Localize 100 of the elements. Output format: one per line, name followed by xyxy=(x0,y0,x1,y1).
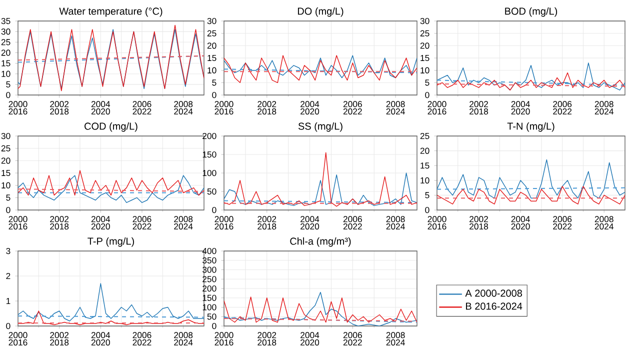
x2-tick-label: 2018 xyxy=(470,223,488,230)
x2-tick-label: 2018 xyxy=(470,108,488,115)
x2-tick-label: 2018 xyxy=(50,339,69,346)
x-tick-label: 2006 xyxy=(132,101,152,108)
x-tick-label: 2002 xyxy=(258,332,276,338)
y-tick-label: 25 xyxy=(420,30,430,36)
y-tick-label: 15 xyxy=(2,170,10,176)
x2-tick-label: 2020 xyxy=(91,339,110,346)
y-tick-label: 20 xyxy=(420,42,430,49)
y-tick-label: 25 xyxy=(420,132,430,140)
y-tick-label: 250 xyxy=(202,276,216,282)
x2-tick-label: 2020 xyxy=(300,339,320,346)
x-tick-label: 2004 xyxy=(91,332,110,338)
chart-title: T-P (mg/L) xyxy=(88,237,134,247)
x-tick-label: 2000 xyxy=(214,216,234,222)
y-tick-label: 3 xyxy=(6,248,10,254)
y-tick-label: 25 xyxy=(1,145,10,152)
y-tick-label: 2 xyxy=(6,272,10,280)
y-tick-label: 150 xyxy=(202,151,216,158)
x2-tick-label: 2018 xyxy=(258,339,276,346)
y-tick-label: 5 xyxy=(425,80,430,86)
x2-tick-label: 2020 xyxy=(91,223,110,230)
y-tick-label: 5 xyxy=(212,80,216,86)
x-tick-label: 2004 xyxy=(300,332,320,338)
x2-tick-label: 2022 xyxy=(343,223,362,230)
y-tick-label: 25 xyxy=(1,39,10,46)
y-tick-label: 15 xyxy=(208,54,216,62)
y-tick-label: 1 xyxy=(6,298,10,304)
x-tick-label: 2008 xyxy=(594,101,614,108)
legend-label: B 2016-2024 xyxy=(466,302,522,310)
y-tick-label: 10 xyxy=(208,67,216,74)
x2-tick-label: 2016 xyxy=(8,223,28,230)
y-tick-label: 10 xyxy=(2,70,10,77)
x2-tick-label: 2022 xyxy=(132,223,152,230)
y-tick-label: 0 xyxy=(6,206,10,214)
x-tick-label: 2004 xyxy=(91,101,110,108)
x-tick-label: 2008 xyxy=(174,216,193,222)
y-tick-label: 10 xyxy=(2,182,10,188)
y-tick-label: 20 xyxy=(420,148,430,154)
y-tick-label: 0 xyxy=(425,206,430,214)
x2-tick-label: 2018 xyxy=(50,223,69,230)
x-tick-label: 2004 xyxy=(511,216,530,222)
x-tick-label: 2006 xyxy=(343,101,362,108)
chart-title: T-N (mg/L) xyxy=(507,122,554,132)
y-tick-label: 400 xyxy=(202,248,216,254)
chart-title: BOD (mg/L) xyxy=(505,7,558,17)
x2-tick-label: 2024 xyxy=(386,108,405,115)
x-tick-label: 2008 xyxy=(386,216,405,222)
x-tick-label: 2000 xyxy=(428,216,446,222)
line-series xyxy=(224,55,417,78)
y-tick-label: 350 xyxy=(202,257,216,264)
y-tick-label: 0 xyxy=(6,322,10,330)
y-tick-label: 100 xyxy=(202,170,216,176)
x2-tick-label: 2018 xyxy=(258,223,276,230)
legend-label: A 2000-2008 xyxy=(465,290,522,297)
x-tick-label: 2004 xyxy=(91,216,110,222)
x-tick-label: 2002 xyxy=(258,216,276,222)
y-tick-label: 30 xyxy=(207,18,216,24)
y-tick-label: 15 xyxy=(420,54,430,62)
x2-tick-label: 2022 xyxy=(343,108,362,115)
x-tick-label: 2008 xyxy=(174,101,193,108)
x2-tick-label: 2020 xyxy=(511,223,530,230)
y-tick-label: 150 xyxy=(202,294,216,301)
x2-tick-label: 2016 xyxy=(214,223,234,230)
x-tick-label: 2004 xyxy=(511,101,530,108)
x-tick-label: 2000 xyxy=(8,101,28,108)
x2-tick-label: 2018 xyxy=(50,108,69,115)
y-tick-label: 5 xyxy=(425,192,430,198)
x-tick-label: 2002 xyxy=(50,216,69,222)
y-tick-label: 5 xyxy=(6,194,10,201)
chart-title: SS (mg/L) xyxy=(298,122,342,132)
y-tick-label: 10 xyxy=(420,177,430,184)
x-tick-label: 2000 xyxy=(214,101,234,108)
x2-tick-label: 2024 xyxy=(594,108,614,115)
chart-title: Water temperature (°C) xyxy=(59,7,162,17)
y-tick-label: 5 xyxy=(6,81,10,88)
y-tick-label: 0 xyxy=(212,206,216,214)
y-tick-label: 20 xyxy=(1,50,10,56)
y-tick-label: 30 xyxy=(1,132,10,140)
x-tick-label: 2006 xyxy=(132,216,152,222)
x2-tick-label: 2022 xyxy=(132,339,152,346)
x-tick-label: 2006 xyxy=(553,101,572,108)
x2-tick-label: 2020 xyxy=(300,108,320,115)
x2-tick-label: 2024 xyxy=(594,223,614,230)
x-tick-label: 2000 xyxy=(8,332,28,338)
x-tick-label: 2006 xyxy=(553,216,572,222)
x2-tick-label: 2020 xyxy=(511,108,530,115)
x-tick-label: 2006 xyxy=(343,332,362,338)
x-tick-label: 2008 xyxy=(174,332,193,338)
chart-title: DO (mg/L) xyxy=(298,7,344,17)
y-tick-label: 10 xyxy=(420,67,430,74)
x2-tick-label: 2022 xyxy=(553,223,572,230)
x-tick-label: 2002 xyxy=(470,101,488,108)
y-tick-label: 20 xyxy=(207,42,216,49)
y-tick-label: 35 xyxy=(1,18,10,24)
x2-tick-label: 2016 xyxy=(8,339,28,346)
x2-tick-label: 2024 xyxy=(174,108,193,115)
y-tick-label: 30 xyxy=(1,28,10,35)
y-tick-label: 30 xyxy=(420,18,430,24)
x-tick-label: 2008 xyxy=(386,332,405,338)
